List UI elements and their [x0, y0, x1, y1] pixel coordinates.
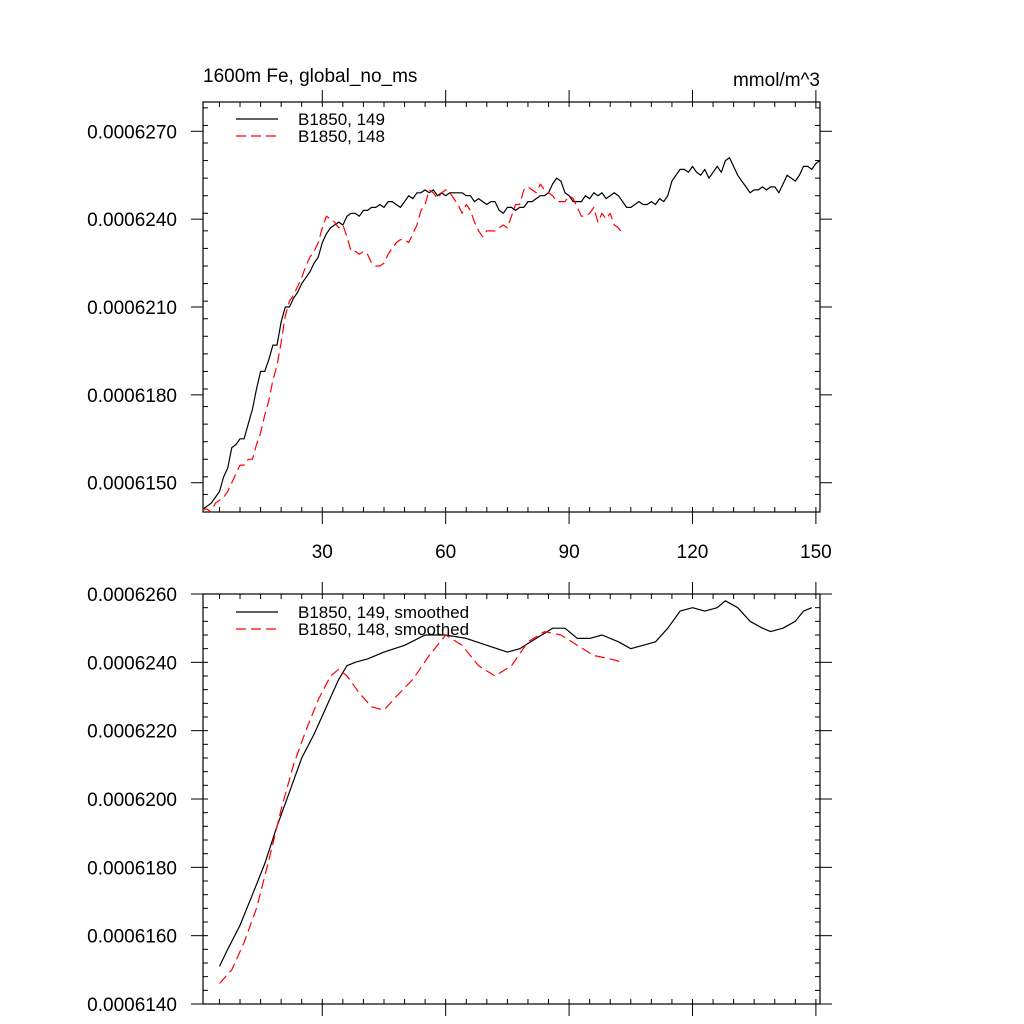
chart-top-panel: 1600m Fe, global_no_ms mmol/m^3 30 60 90 12… [87, 66, 832, 563]
series-line-2 [219, 631, 623, 984]
chart-title: 1600m Fe, global_no_ms [203, 66, 417, 87]
legend-label: B1850, 148, smoothed [298, 620, 469, 639]
y-tick-label: 0.0006180 [87, 858, 177, 879]
legend-label: B1850, 149 [298, 110, 385, 129]
chart-bottom-panel: 0.0006140 0.0006160 0.0006180 0.0006200 0.00… [87, 582, 832, 1016]
legend-label: B1850, 149, smoothed [298, 603, 469, 622]
y-tick-label: 0.0006160 [87, 927, 177, 948]
y-tick-label: 0.0006240 [87, 210, 177, 231]
y-tick-label: 0.0006200 [87, 790, 177, 811]
y-tick-label: 0.0006140 [87, 995, 177, 1016]
x-tick-label: 120 [677, 542, 709, 563]
series-line-1 [202, 157, 821, 510]
x-tick-label: 30 [312, 542, 333, 563]
y-tick-label: 0.0006220 [87, 722, 177, 743]
series-line-1 [218, 600, 813, 967]
y-tick-label: 0.0006210 [87, 298, 177, 319]
units-label: mmol/m^3 [733, 70, 820, 91]
y-tick-label: 0.0006270 [87, 122, 177, 143]
y-tick-label: 0.0006260 [87, 585, 177, 606]
y-tick-label: 0.0006180 [87, 386, 177, 407]
series-line-2 [203, 183, 624, 513]
x-tick-label: 90 [559, 542, 580, 563]
x-tick-label: 150 [800, 542, 832, 563]
y-tick-label: 0.0006150 [87, 474, 177, 495]
x-tick-label: 60 [435, 542, 456, 563]
legend-label: B1850, 148 [298, 127, 385, 146]
y-tick-label: 0.0006240 [87, 653, 177, 674]
